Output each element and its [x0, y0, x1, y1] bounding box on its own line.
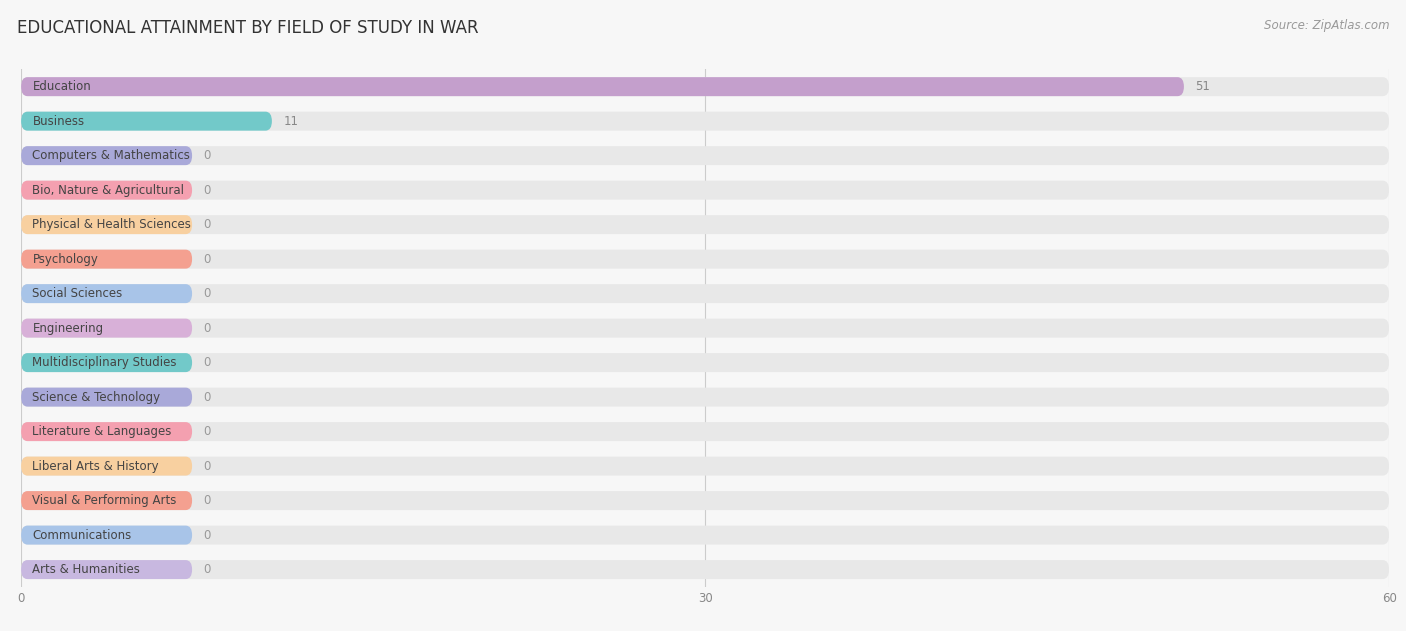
Text: 0: 0	[204, 149, 211, 162]
Text: Liberal Arts & History: Liberal Arts & History	[32, 459, 159, 473]
FancyBboxPatch shape	[21, 250, 1389, 269]
Text: 0: 0	[204, 218, 211, 231]
FancyBboxPatch shape	[21, 422, 1389, 441]
Text: 0: 0	[204, 529, 211, 541]
FancyBboxPatch shape	[21, 77, 1184, 96]
Text: 11: 11	[283, 115, 298, 127]
Text: 0: 0	[204, 563, 211, 576]
Text: Education: Education	[32, 80, 91, 93]
FancyBboxPatch shape	[21, 491, 193, 510]
FancyBboxPatch shape	[21, 215, 193, 234]
FancyBboxPatch shape	[21, 215, 1389, 234]
FancyBboxPatch shape	[21, 250, 193, 269]
Text: Literature & Languages: Literature & Languages	[32, 425, 172, 438]
FancyBboxPatch shape	[21, 180, 1389, 199]
FancyBboxPatch shape	[21, 319, 193, 338]
FancyBboxPatch shape	[21, 180, 193, 199]
Text: 0: 0	[204, 391, 211, 404]
Text: 0: 0	[204, 459, 211, 473]
Text: Multidisciplinary Studies: Multidisciplinary Studies	[32, 356, 177, 369]
Text: 0: 0	[204, 425, 211, 438]
Text: Science & Technology: Science & Technology	[32, 391, 160, 404]
Text: 51: 51	[1195, 80, 1211, 93]
FancyBboxPatch shape	[21, 112, 1389, 131]
Text: 0: 0	[204, 184, 211, 197]
Text: Social Sciences: Social Sciences	[32, 287, 122, 300]
FancyBboxPatch shape	[21, 457, 193, 476]
Text: Business: Business	[32, 115, 84, 127]
FancyBboxPatch shape	[21, 422, 193, 441]
Text: Arts & Humanities: Arts & Humanities	[32, 563, 141, 576]
FancyBboxPatch shape	[21, 146, 193, 165]
FancyBboxPatch shape	[21, 353, 1389, 372]
FancyBboxPatch shape	[21, 284, 193, 303]
Text: 0: 0	[204, 322, 211, 334]
Text: Psychology: Psychology	[32, 252, 98, 266]
Text: 0: 0	[204, 494, 211, 507]
FancyBboxPatch shape	[21, 284, 1389, 303]
Text: 0: 0	[204, 287, 211, 300]
Text: Bio, Nature & Agricultural: Bio, Nature & Agricultural	[32, 184, 184, 197]
FancyBboxPatch shape	[21, 560, 193, 579]
Text: Engineering: Engineering	[32, 322, 104, 334]
FancyBboxPatch shape	[21, 353, 193, 372]
FancyBboxPatch shape	[21, 560, 1389, 579]
Text: Source: ZipAtlas.com: Source: ZipAtlas.com	[1264, 19, 1389, 32]
FancyBboxPatch shape	[21, 319, 1389, 338]
FancyBboxPatch shape	[21, 112, 271, 131]
FancyBboxPatch shape	[21, 457, 1389, 476]
Text: 0: 0	[204, 356, 211, 369]
FancyBboxPatch shape	[21, 526, 1389, 545]
Text: Communications: Communications	[32, 529, 132, 541]
FancyBboxPatch shape	[21, 146, 1389, 165]
Text: 0: 0	[204, 252, 211, 266]
Text: Visual & Performing Arts: Visual & Performing Arts	[32, 494, 177, 507]
Text: Computers & Mathematics: Computers & Mathematics	[32, 149, 190, 162]
Text: EDUCATIONAL ATTAINMENT BY FIELD OF STUDY IN WAR: EDUCATIONAL ATTAINMENT BY FIELD OF STUDY…	[17, 19, 478, 37]
FancyBboxPatch shape	[21, 77, 1389, 96]
Text: Physical & Health Sciences: Physical & Health Sciences	[32, 218, 191, 231]
FancyBboxPatch shape	[21, 526, 193, 545]
FancyBboxPatch shape	[21, 491, 1389, 510]
FancyBboxPatch shape	[21, 387, 1389, 406]
FancyBboxPatch shape	[21, 387, 193, 406]
